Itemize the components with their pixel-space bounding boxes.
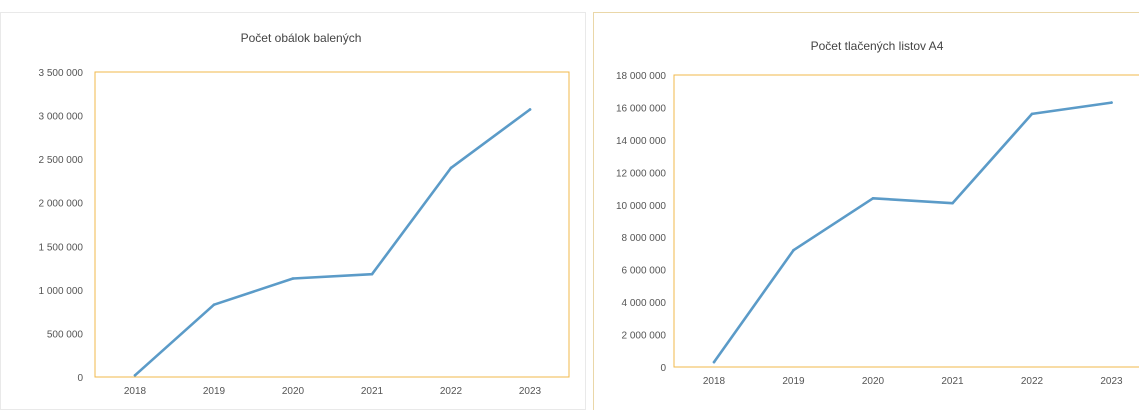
data-point xyxy=(1030,112,1034,116)
chart-title: Počet obálok balených xyxy=(241,31,362,45)
y-tick-label: 2 500 000 xyxy=(39,155,84,166)
chart-left-panel: Počet obálok balených 0 500 000 1 000 000 1… xyxy=(0,12,586,410)
x-tick-label: 2021 xyxy=(941,376,964,387)
y-tick-label: 8 000 000 xyxy=(622,233,667,244)
chart-title: Počet tlačených listov A4 xyxy=(811,39,944,53)
series-line xyxy=(712,101,1113,364)
x-tick-label: 2019 xyxy=(203,386,226,397)
plot-area-border xyxy=(673,74,1139,368)
y-tick-label: 1 500 000 xyxy=(39,242,84,253)
chart-right-svg: Počet tlačených listov A4 0 2 000 000 4 00… xyxy=(616,39,1139,387)
y-tick-label: 1 000 000 xyxy=(39,286,84,297)
x-tick-label: 2022 xyxy=(1021,376,1044,387)
x-tick-label: 2021 xyxy=(361,386,384,397)
y-tick-label: 2 000 000 xyxy=(39,199,84,210)
y-tick-label: 6 000 000 xyxy=(622,266,667,277)
x-tick-label: 2018 xyxy=(124,386,147,397)
series-line xyxy=(133,108,532,377)
y-tick-label: 16 000 000 xyxy=(616,103,666,114)
data-point xyxy=(1110,101,1113,104)
y-tick-label: 0 xyxy=(660,363,666,374)
chart-right-panel: Počet tlačených listov A4 0 2 000 000 4 00… xyxy=(593,12,1139,410)
y-tick-label: 12 000 000 xyxy=(616,168,666,179)
y-tick-label: 10 000 000 xyxy=(616,201,666,212)
data-point xyxy=(951,201,954,205)
y-tick-label: 3 000 000 xyxy=(39,112,84,123)
x-tick-label: 2020 xyxy=(282,386,305,397)
x-tick-label: 2023 xyxy=(519,386,542,397)
y-tick-label: 3 500 000 xyxy=(39,68,84,79)
y-tick-label: 500 000 xyxy=(47,329,84,340)
y-tick-label: 2 000 000 xyxy=(622,331,667,342)
data-point xyxy=(133,373,137,377)
x-tick-label: 2018 xyxy=(703,376,726,387)
y-tick-label: 18 000 000 xyxy=(616,71,666,82)
data-point xyxy=(712,360,716,364)
data-point xyxy=(449,166,453,170)
data-point xyxy=(528,108,532,111)
y-tick-label: 14 000 000 xyxy=(616,136,666,147)
data-point xyxy=(792,248,795,252)
data-point xyxy=(212,303,216,306)
chart-left-svg: Počet obálok balených 0 500 000 1 000 000 1… xyxy=(39,31,570,397)
y-tick-label: 4 000 000 xyxy=(622,298,667,309)
x-tick-label: 2019 xyxy=(782,376,805,387)
x-tick-label: 2023 xyxy=(1100,376,1123,387)
x-tick-label: 2022 xyxy=(440,386,463,397)
data-point xyxy=(370,272,374,276)
plot-area-border xyxy=(94,71,570,378)
data-point xyxy=(871,196,875,200)
data-point xyxy=(291,277,295,280)
x-tick-label: 2020 xyxy=(862,376,885,387)
y-tick-label: 0 xyxy=(77,373,83,384)
